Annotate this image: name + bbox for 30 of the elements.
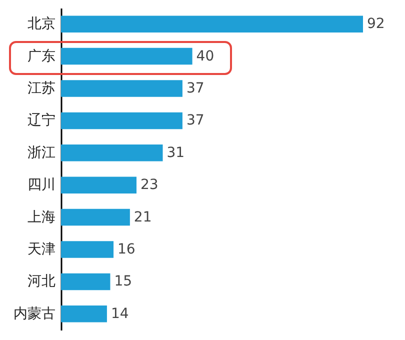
bar xyxy=(61,306,107,322)
bar xyxy=(61,48,192,65)
y-tick-label: 浙江 xyxy=(28,144,56,161)
data-label: 31 xyxy=(166,144,185,161)
data-label: 16 xyxy=(118,242,136,258)
bar xyxy=(61,16,363,32)
data-label: 15 xyxy=(114,274,132,290)
y-tick-label: 广东 xyxy=(28,48,56,64)
bar xyxy=(61,208,130,226)
data-label: 21 xyxy=(134,209,152,226)
y-tick-label: 辽宁 xyxy=(28,112,56,129)
data-label: 37 xyxy=(186,112,204,129)
data-label: 40 xyxy=(196,48,214,64)
y-tick-label: 河北 xyxy=(28,274,56,290)
bar xyxy=(61,144,163,162)
y-tick-label: 天津 xyxy=(28,242,56,258)
y-tick-label: 四川 xyxy=(28,177,56,194)
bar xyxy=(61,241,114,258)
data-label: 37 xyxy=(186,80,204,96)
data-label: 92 xyxy=(367,16,385,32)
data-label: 14 xyxy=(110,306,129,322)
bar xyxy=(61,80,182,97)
y-tick-label: 上海 xyxy=(28,209,56,226)
y-tick-label: 北京 xyxy=(28,16,56,32)
y-tick-label: 江苏 xyxy=(28,80,56,96)
bar xyxy=(61,112,182,130)
y-tick-label: 内蒙古 xyxy=(14,306,56,322)
data-label: 23 xyxy=(140,177,158,194)
bar xyxy=(61,273,110,290)
bar xyxy=(61,176,136,194)
